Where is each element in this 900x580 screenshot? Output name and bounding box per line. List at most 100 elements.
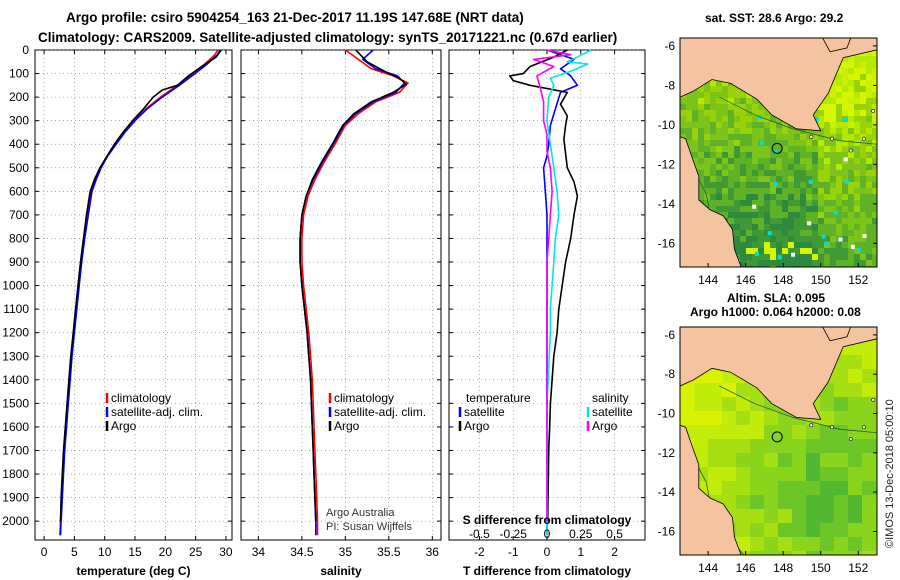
- ocean-cell: [820, 523, 834, 537]
- ocean-cell: [824, 218, 830, 224]
- ocean-cell: [794, 134, 800, 140]
- land-mass: [680, 327, 877, 420]
- ocean-cell: [686, 122, 692, 128]
- y-tick-label: 1400: [2, 373, 29, 387]
- ocean-cell: [698, 182, 704, 188]
- ocean-cell: [764, 122, 770, 128]
- ocean-cell: [824, 116, 830, 122]
- legend-label: satellite-adj. clim.: [111, 405, 203, 419]
- y-tick-label: 1600: [2, 420, 29, 434]
- ocean-cell: [698, 128, 704, 134]
- ocean-cell: [716, 206, 722, 212]
- ocean-cell: [758, 224, 764, 230]
- ocean-cell: [728, 176, 734, 182]
- ocean-cell: [860, 86, 866, 92]
- x-tick-label: 34: [252, 545, 266, 559]
- ocean-cell: [776, 140, 782, 146]
- ocean-cell: [692, 140, 698, 146]
- ocean-cell: [854, 212, 860, 218]
- ocean-cell: [834, 495, 848, 509]
- ocean-cell: [800, 224, 806, 230]
- ocean-cell: [812, 188, 818, 194]
- ocean-cell: [752, 218, 758, 224]
- ocean-cell: [800, 218, 806, 224]
- ocean-cell: [820, 411, 834, 425]
- ocean-cell: [866, 188, 872, 194]
- ocean-cell: [860, 260, 866, 266]
- ocean-cell: [818, 206, 824, 212]
- map-x-tick-label: 144: [698, 273, 718, 287]
- ocean-cell: [764, 509, 778, 523]
- ocean-cell: [734, 122, 740, 128]
- map-x-tick-label: 146: [736, 561, 756, 575]
- ocean-cell: [680, 122, 686, 128]
- ocean-cell: [734, 188, 740, 194]
- legend-title-salinity: salinity: [592, 391, 629, 405]
- ocean-cell: [698, 170, 704, 176]
- ocean-cell: [704, 110, 710, 116]
- ocean-cell: [788, 158, 794, 164]
- ocean-cell: [854, 110, 860, 116]
- ocean-cell: [722, 495, 736, 509]
- ocean-cell: [842, 230, 848, 236]
- ocean-cell: [680, 110, 686, 116]
- ocean-cell: [716, 182, 722, 188]
- ocean-cell: [764, 128, 770, 134]
- ocean-cell: [866, 242, 872, 248]
- ocean-cell: [764, 146, 770, 152]
- ocean-cell: [782, 206, 788, 212]
- ocean-cell: [770, 206, 776, 212]
- y-tick-label: 1100: [3, 302, 29, 316]
- map-y-tick-label: -8: [664, 78, 675, 92]
- ocean-cell: [734, 200, 740, 206]
- ocean-cell: [862, 509, 876, 523]
- ocean-cell: [734, 170, 740, 176]
- ocean-cell: [836, 242, 842, 248]
- ocean-cell: [740, 164, 746, 170]
- ocean-cell: [842, 176, 848, 182]
- ocean-cell: [842, 98, 848, 104]
- ocean-cell: [792, 509, 806, 523]
- ocean-cell: [716, 188, 722, 194]
- ocean-cell: [848, 68, 854, 74]
- ocean-cell: [770, 176, 776, 182]
- ocean-cell: [770, 242, 776, 248]
- ocean-cell: [862, 537, 876, 551]
- ocean-cell: [782, 134, 788, 140]
- ocean-cell: [716, 146, 722, 152]
- ocean-cell: [800, 230, 806, 236]
- ocean-cell: [836, 164, 842, 170]
- ocean-cell: [812, 218, 818, 224]
- cloud-speck: [773, 182, 778, 187]
- ocean-cell: [746, 218, 752, 224]
- ocean-cell: [862, 467, 876, 481]
- ocean-cell: [692, 158, 698, 164]
- ocean-cell: [836, 122, 842, 128]
- ocean-cell: [818, 248, 824, 254]
- legend-label: climatology: [111, 391, 171, 405]
- ocean-cell: [842, 182, 848, 188]
- ocean-cell: [734, 242, 740, 248]
- ocean-cell: [854, 86, 860, 92]
- ocean-cell: [770, 152, 776, 158]
- ocean-cell: [746, 152, 752, 158]
- ocean-cell: [830, 134, 836, 140]
- y-tick-label: 500: [9, 161, 29, 175]
- ocean-cell: [740, 242, 746, 248]
- ocean-cell: [848, 128, 854, 134]
- ocean-cell: [806, 481, 820, 495]
- ocean-cell: [800, 152, 806, 158]
- sla-map-title-line1: Altim. SLA: 0.095: [727, 291, 825, 305]
- ocean-cell: [866, 230, 872, 236]
- ocean-cell: [740, 200, 746, 206]
- ocean-cell: [860, 164, 866, 170]
- ocean-cell: [746, 206, 752, 212]
- ocean-cell: [710, 122, 716, 128]
- ocean-cell: [752, 164, 758, 170]
- ocean-cell: [728, 164, 734, 170]
- ocean-cell: [788, 176, 794, 182]
- ocean-cell: [812, 194, 818, 200]
- ocean-cell: [752, 260, 758, 266]
- ocean-cell: [770, 218, 776, 224]
- ocean-cell: [794, 140, 800, 146]
